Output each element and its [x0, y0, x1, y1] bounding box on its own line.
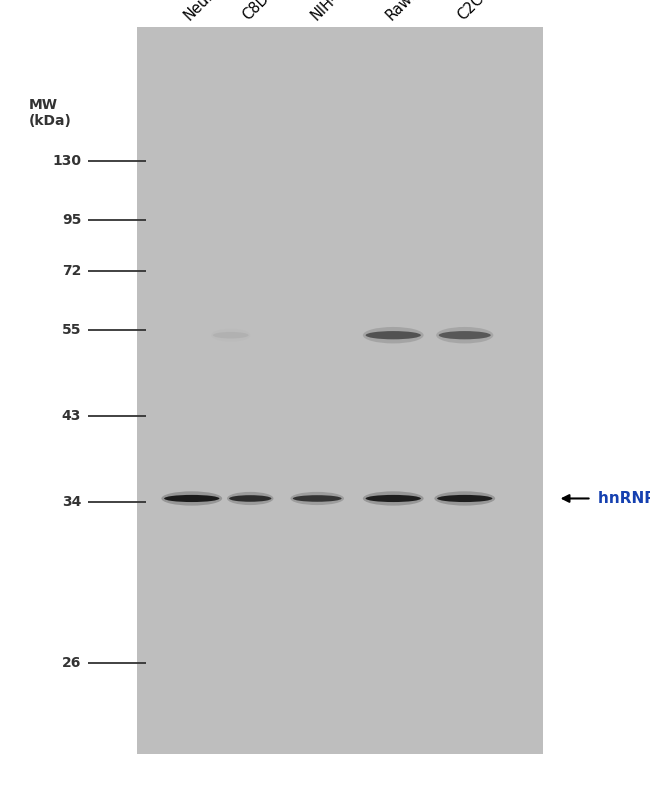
Text: 55: 55 [62, 323, 81, 337]
Ellipse shape [292, 495, 342, 502]
Ellipse shape [227, 492, 274, 505]
Text: NIH-3T3: NIH-3T3 [308, 0, 360, 24]
Ellipse shape [437, 495, 493, 502]
Ellipse shape [291, 492, 344, 505]
Text: Neuro2A: Neuro2A [181, 0, 237, 24]
Ellipse shape [439, 331, 491, 339]
Text: 95: 95 [62, 213, 81, 227]
Ellipse shape [213, 332, 248, 338]
Bar [136, 27, 543, 754]
Text: Raw264.7: Raw264.7 [383, 0, 445, 24]
Ellipse shape [229, 495, 272, 502]
Text: 72: 72 [62, 264, 81, 278]
Text: 34: 34 [62, 495, 81, 509]
Ellipse shape [164, 495, 220, 502]
Text: hnRNP A2B1: hnRNP A2B1 [598, 491, 650, 506]
Ellipse shape [436, 327, 493, 344]
Ellipse shape [365, 495, 421, 502]
Text: C2C12: C2C12 [454, 0, 499, 24]
Ellipse shape [365, 331, 421, 339]
Ellipse shape [161, 491, 222, 506]
Text: 43: 43 [62, 409, 81, 423]
Text: C8D30: C8D30 [240, 0, 285, 24]
Ellipse shape [434, 491, 495, 506]
Text: 130: 130 [52, 154, 81, 168]
Ellipse shape [363, 491, 424, 506]
Text: 26: 26 [62, 656, 81, 670]
Text: MW
(kDa): MW (kDa) [29, 98, 72, 128]
Ellipse shape [363, 327, 424, 344]
